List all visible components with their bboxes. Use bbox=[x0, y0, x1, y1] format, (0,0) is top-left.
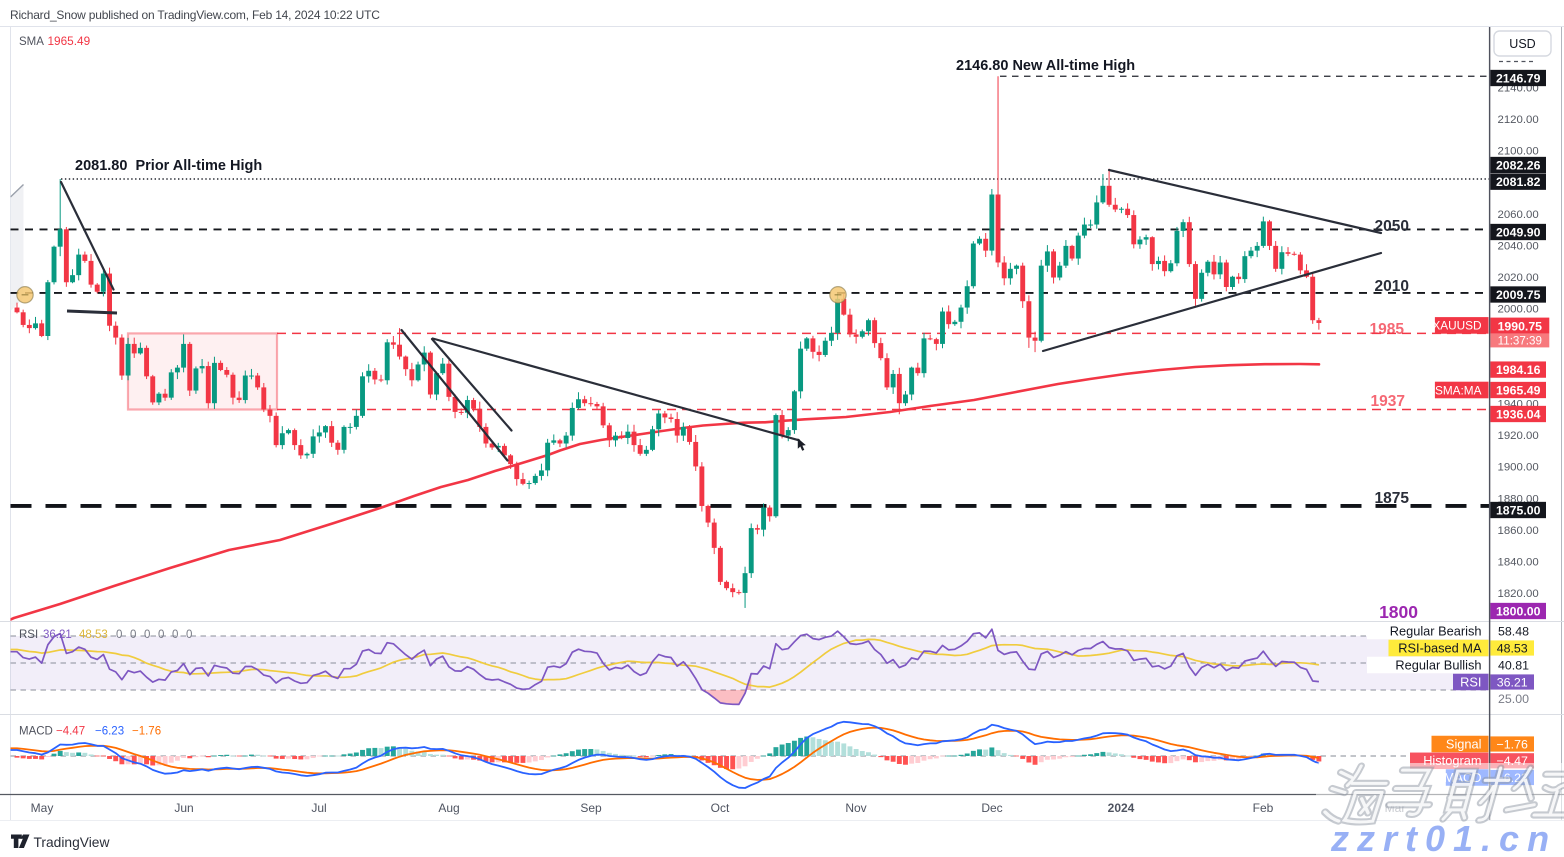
svg-text:2146.79: 2146.79 bbox=[1496, 71, 1541, 85]
svg-text:1936.04: 1936.04 bbox=[1496, 407, 1541, 421]
svg-text:2024: 2024 bbox=[1108, 801, 1135, 815]
svg-text:2000.00: 2000.00 bbox=[1498, 304, 1539, 316]
svg-text:1860.00: 1860.00 bbox=[1498, 525, 1539, 537]
svg-text:RSI-based MA: RSI-based MA bbox=[1398, 640, 1482, 655]
svg-text:−6.23: −6.23 bbox=[95, 726, 124, 738]
svg-text:11:37:39: 11:37:39 bbox=[1498, 334, 1542, 347]
svg-text:2009.75: 2009.75 bbox=[1496, 288, 1541, 302]
svg-text:−1.76: −1.76 bbox=[132, 726, 161, 738]
svg-text:1800: 1800 bbox=[1379, 602, 1418, 622]
svg-text:2060.00: 2060.00 bbox=[1498, 209, 1539, 221]
svg-text:Sep: Sep bbox=[580, 801, 602, 815]
svg-text:2010: 2010 bbox=[1375, 278, 1409, 295]
svg-text:2050: 2050 bbox=[1375, 218, 1409, 235]
svg-text:1840.00: 1840.00 bbox=[1498, 557, 1539, 569]
svg-text:1820.00: 1820.00 bbox=[1498, 588, 1539, 600]
svg-text:Regular Bearish: Regular Bearish bbox=[1390, 623, 1482, 638]
svg-text:1920.00: 1920.00 bbox=[1498, 430, 1539, 442]
svg-text:2049.90: 2049.90 bbox=[1496, 225, 1541, 239]
svg-text:RSI: RSI bbox=[19, 629, 38, 641]
svg-text:−1.76: −1.76 bbox=[1497, 737, 1528, 751]
svg-text:Regular Bullish: Regular Bullish bbox=[1395, 657, 1481, 672]
svg-text:−4.47: −4.47 bbox=[56, 726, 85, 738]
svg-text:Jul: Jul bbox=[311, 801, 326, 815]
svg-text:2020.00: 2020.00 bbox=[1498, 272, 1539, 284]
svg-text:2081.82: 2081.82 bbox=[1496, 175, 1541, 189]
svg-text:2146.80 New All-time High: 2146.80 New All-time High bbox=[956, 58, 1135, 74]
svg-text:Oct: Oct bbox=[711, 801, 730, 815]
svg-text:Richard_Snow published on Trad: Richard_Snow published on TradingView.co… bbox=[10, 8, 380, 22]
svg-text:MACD: MACD bbox=[19, 726, 53, 738]
svg-text:1800.00: 1800.00 bbox=[1496, 604, 1541, 618]
svg-text:Signal: Signal bbox=[1446, 736, 1482, 751]
svg-text:SMA:MA: SMA:MA bbox=[1435, 383, 1482, 397]
svg-text:2081.80 Prior All-time High: 2081.80 Prior All-time High bbox=[75, 158, 262, 174]
svg-text:Jun: Jun bbox=[174, 801, 193, 815]
svg-text:May: May bbox=[31, 801, 54, 815]
svg-text:XAUUSD: XAUUSD bbox=[1432, 319, 1481, 333]
svg-text:zzrt01.cn: zzrt01.cn bbox=[1330, 818, 1557, 857]
svg-text:1900.00: 1900.00 bbox=[1498, 462, 1539, 474]
svg-text:SMA: SMA bbox=[19, 36, 44, 48]
svg-text:TradingView: TradingView bbox=[34, 835, 110, 850]
svg-text:Dec: Dec bbox=[981, 801, 1002, 815]
svg-text:1965.49: 1965.49 bbox=[1496, 383, 1541, 397]
svg-text:1984.16: 1984.16 bbox=[1496, 363, 1541, 377]
svg-text:USD: USD bbox=[1509, 37, 1535, 51]
svg-text:2120.00: 2120.00 bbox=[1498, 114, 1539, 126]
svg-text:48.53: 48.53 bbox=[1497, 641, 1528, 655]
svg-text:1985: 1985 bbox=[1370, 321, 1405, 338]
svg-text:2040.00: 2040.00 bbox=[1498, 240, 1539, 252]
svg-text:2082.26: 2082.26 bbox=[1496, 158, 1541, 172]
svg-text:1965.49: 1965.49 bbox=[48, 34, 91, 48]
svg-text:1875: 1875 bbox=[1375, 490, 1410, 507]
svg-text:Aug: Aug bbox=[438, 801, 459, 815]
svg-text:36.21: 36.21 bbox=[43, 629, 72, 641]
svg-text:48.53: 48.53 bbox=[79, 629, 108, 641]
svg-text:RSI: RSI bbox=[1460, 674, 1481, 689]
svg-text:25.00: 25.00 bbox=[1498, 692, 1529, 706]
svg-text:2100.00: 2100.00 bbox=[1498, 146, 1539, 158]
svg-text:58.48: 58.48 bbox=[1498, 624, 1529, 638]
svg-text:1990.75: 1990.75 bbox=[1498, 319, 1543, 333]
svg-text:40.81: 40.81 bbox=[1498, 658, 1529, 672]
svg-text:Feb: Feb bbox=[1253, 801, 1274, 815]
svg-text:1937: 1937 bbox=[1371, 393, 1405, 410]
svg-text:36.21: 36.21 bbox=[1497, 675, 1528, 689]
svg-text:1875.00: 1875.00 bbox=[1496, 503, 1541, 517]
svg-text:Nov: Nov bbox=[845, 801, 866, 815]
